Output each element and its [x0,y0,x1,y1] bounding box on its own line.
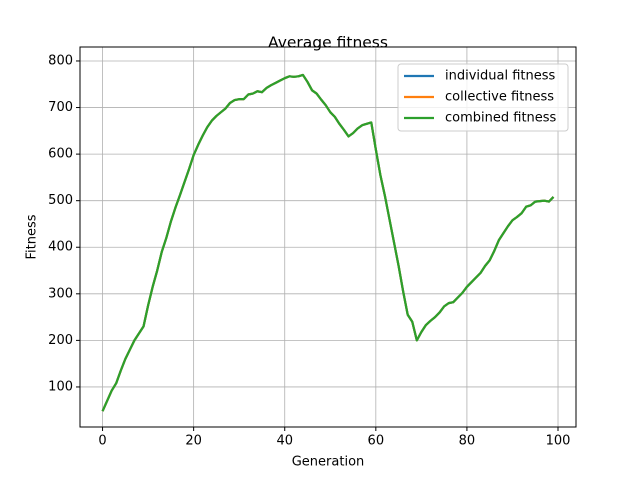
x-tick-label: 0 [98,434,106,449]
legend-label: collective fitness [445,90,554,105]
x-tick-label: 20 [185,434,202,449]
y-axis-label: Fitness [25,214,40,259]
y-tick-label: 400 [48,240,73,255]
x-tick-label: 40 [276,434,293,449]
legend-label: combined fitness [445,111,557,126]
y-tick-label: 600 [48,147,73,162]
y-tick-label: 700 [48,100,73,115]
x-tick-label: 80 [459,434,476,449]
plot-frame [79,46,577,428]
y-tick-label: 500 [48,193,73,208]
y-tick-label: 200 [48,333,73,348]
legend-label: individual fitness [445,69,556,84]
x-tick-label: 60 [368,434,385,449]
line-series [101,73,555,412]
y-tick-label: 100 [48,379,73,394]
x-axis-label: Generation [292,455,365,470]
y-tick-label: 800 [48,53,73,68]
chart-title: Average fitness [268,34,388,52]
y-tick-label: 300 [48,286,73,301]
legend-box [397,63,569,132]
x-tick-label: 100 [546,434,571,449]
